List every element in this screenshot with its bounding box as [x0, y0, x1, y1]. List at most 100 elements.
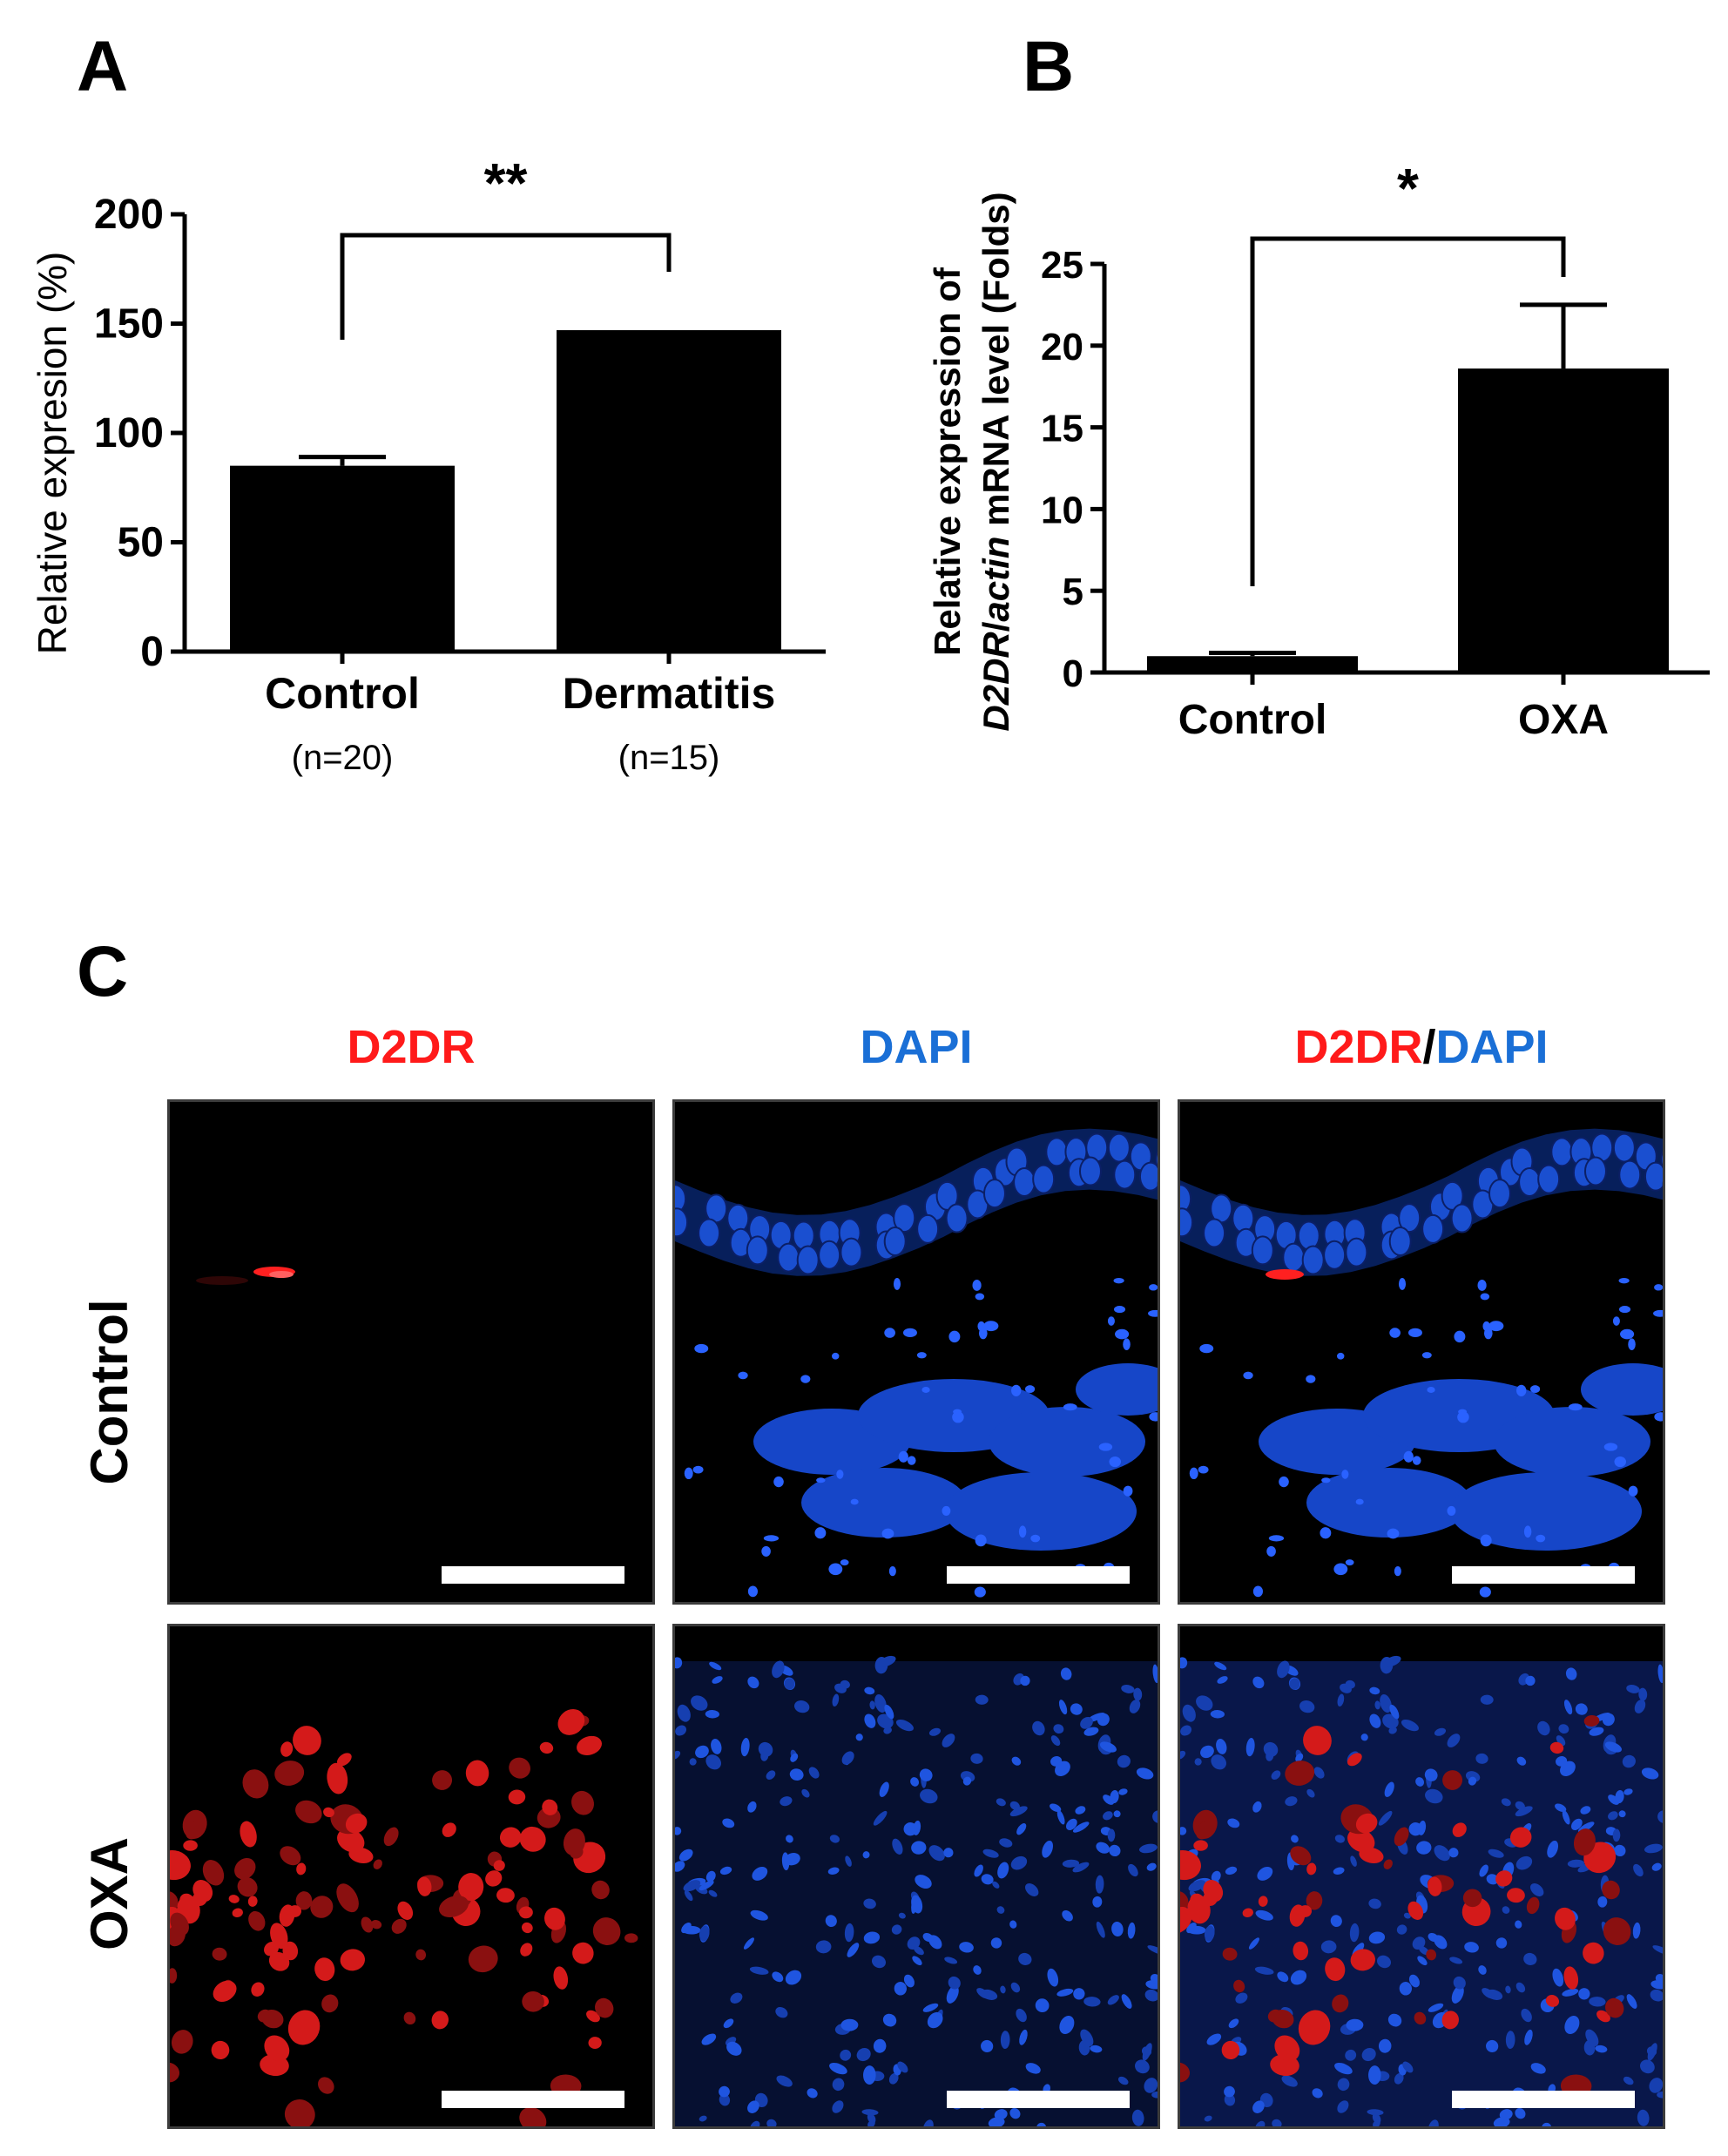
nucleus — [928, 1845, 945, 1862]
col-title-merge-dapi: DAPI — [1435, 1021, 1549, 1073]
nucleus — [1657, 2091, 1663, 2099]
nucleus — [1483, 1327, 1493, 1340]
nucleus — [683, 1880, 701, 1892]
nucleus — [903, 1974, 915, 1988]
nucleus — [1062, 1909, 1073, 1922]
d2dr-positive-cell — [192, 1880, 213, 1903]
nucleus — [1138, 1161, 1158, 1192]
scale-bar — [442, 1566, 624, 1584]
nucleus — [1128, 1863, 1138, 1877]
d2dr-positive-cell — [439, 1896, 469, 1917]
d2dr-positive-cell — [1242, 1908, 1253, 1918]
adipocyte — [989, 1407, 1145, 1477]
nucleus — [1421, 1213, 1445, 1244]
d2dr-positive-cell — [1426, 1949, 1437, 1961]
nucleus — [790, 1753, 799, 1762]
nucleus — [919, 1768, 933, 1781]
adipocyte — [1076, 1363, 1158, 1416]
nucleus — [1622, 1754, 1636, 1768]
nucleus — [1018, 1952, 1032, 1965]
nucleus — [1206, 2033, 1222, 2045]
nucleus — [1107, 1316, 1115, 1326]
nucleus — [1441, 1180, 1464, 1211]
nucleus — [1646, 2046, 1657, 2057]
nucleus — [1252, 1676, 1265, 1689]
d2dr-positive-cell — [1583, 1942, 1604, 1964]
nucleus — [1524, 2029, 1533, 2045]
d2dr-positive-cell — [1203, 1880, 1224, 1903]
nucleus — [1330, 1915, 1342, 1928]
d2dr-positive-cell — [499, 1827, 522, 1848]
nucleus — [1346, 2018, 1364, 2031]
d2dr-positive-cell — [1509, 1827, 1532, 1848]
nucleus — [1113, 1810, 1121, 1818]
d2dr-positive-cell — [1507, 1888, 1525, 1903]
nucleus — [871, 1955, 886, 1969]
nucleus — [1384, 1781, 1394, 1797]
x-tick-label: Control — [265, 669, 420, 718]
nucleus — [1203, 1218, 1226, 1248]
nucleus — [1200, 1745, 1214, 1759]
y-tick-label: 10 — [1041, 489, 1083, 531]
nucleus — [994, 2109, 1008, 2120]
d2dr-positive-cell — [519, 1826, 546, 1852]
scale-bar — [442, 2091, 624, 2108]
nucleus — [1589, 1727, 1604, 1736]
nucleus — [1653, 1309, 1663, 1317]
d2dr-positive-cell — [592, 1917, 621, 1946]
d2dr-positive-cell — [1383, 1859, 1393, 1869]
d2dr-positive-cell — [1545, 1995, 1560, 2007]
d2dr-positive-cell — [1325, 1957, 1346, 1982]
nucleus — [1651, 1862, 1662, 1871]
nucleus — [1334, 1835, 1346, 1843]
nucleus — [1389, 1328, 1401, 1338]
nucleus — [1141, 2046, 1152, 2057]
nucleus — [1013, 1166, 1036, 1197]
chart-b: Relative expression of D2DR/actin mRNA l… — [927, 157, 1710, 743]
nucleus — [1652, 1945, 1663, 1955]
d2dr-positive-cell — [1428, 1876, 1442, 1896]
nucleus — [1099, 1741, 1117, 1753]
nucleus — [1025, 2063, 1041, 2074]
d2dr-positive-cell — [183, 1840, 198, 1851]
d2dr-positive-cell — [296, 1862, 307, 1876]
nucleus — [677, 1704, 691, 1722]
nucleus — [1555, 1803, 1567, 1813]
nucleus — [911, 1895, 923, 1914]
nucleus — [1644, 1843, 1663, 1854]
nucleus — [982, 1848, 999, 1858]
nucleus — [1355, 1498, 1364, 1505]
nucleus — [1337, 2078, 1350, 2092]
nucleus — [1515, 1801, 1525, 1810]
d2dr-positive-cell — [310, 1896, 334, 1918]
nucleus — [1345, 1559, 1354, 1566]
nucleus — [975, 1293, 985, 1301]
nucleus — [1448, 1848, 1459, 1858]
nucleus — [1479, 1864, 1488, 1877]
nucleus — [1583, 1156, 1607, 1186]
nucleus — [705, 1754, 721, 1770]
nucleus — [1144, 1989, 1158, 2002]
nucleus — [1654, 1412, 1663, 1422]
nucleus — [1361, 2047, 1376, 2062]
nucleus — [1345, 1680, 1356, 1689]
nucleus — [1011, 1756, 1022, 1766]
nucleus — [1297, 1220, 1320, 1251]
d2dr-positive-cell — [171, 2030, 193, 2054]
nucleus — [1111, 1921, 1124, 1936]
chart-b-ylabel-gene: D2DR — [975, 632, 1016, 732]
nucleus — [1149, 1284, 1158, 1291]
nucleus — [1454, 1330, 1466, 1343]
nucleus — [701, 2033, 717, 2045]
y-tick-label: 100 — [94, 410, 164, 456]
nucleus — [898, 1450, 908, 1463]
nucleus — [1216, 1739, 1227, 1754]
nucleus — [935, 1180, 959, 1211]
d2dr-positive-cell — [170, 1968, 178, 1984]
micrograph-oxa-d2dr — [167, 1624, 655, 2129]
nucleus — [747, 1801, 757, 1813]
nucleus — [1147, 1945, 1158, 1955]
nucleus — [1135, 2059, 1150, 2074]
d2dr-positive-cell — [496, 1888, 515, 1903]
nucleus — [1228, 2018, 1239, 2029]
